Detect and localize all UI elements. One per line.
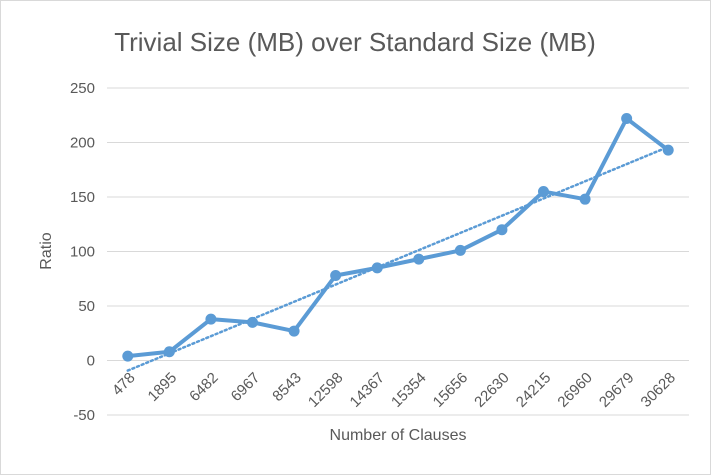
x-tick-label: 478: [109, 369, 139, 399]
trendline: [126, 145, 670, 372]
data-point: [163, 346, 175, 358]
chart-title: Trivial Size (MB) over Standard Size (MB…: [114, 27, 596, 57]
y-tick-label: 150: [70, 189, 95, 206]
y-tick-label: 250: [70, 80, 95, 97]
data-point: [122, 350, 134, 362]
data-point: [330, 269, 342, 281]
x-tick-label: 26960: [554, 369, 596, 411]
x-tick-label: 24215: [513, 369, 555, 411]
data-point: [496, 224, 508, 236]
data-point: [205, 313, 217, 325]
x-axis-ticks: 478 1895 6482 6967 8543 12598 14367 15354 15656 2…: [109, 369, 679, 411]
x-tick-label: 29679: [596, 369, 638, 411]
y-tick-label: 100: [70, 244, 95, 261]
y-axis-ticks: -50 0 50 100 150 200 250: [70, 80, 95, 424]
x-tick-label: 22630: [471, 369, 513, 411]
y-tick-label: 0: [87, 353, 95, 370]
x-tick-label: 1895: [145, 369, 181, 405]
data-point: [454, 244, 466, 256]
x-tick-label: 15656: [430, 369, 472, 411]
x-tick-label: 6967: [228, 369, 264, 405]
grid: [107, 87, 689, 416]
series-layer: [122, 113, 674, 362]
data-point: [288, 325, 300, 337]
x-tick-label: 14367: [347, 369, 389, 411]
y-tick-label: 50: [78, 298, 95, 315]
y-tick-label: 200: [70, 135, 95, 152]
data-point: [538, 186, 549, 198]
y-axis-title: Ratio: [38, 232, 55, 269]
x-tick-label: 15354: [388, 369, 430, 411]
x-axis-title: Number of Clauses: [330, 427, 467, 444]
x-tick-label: 6482: [186, 369, 222, 405]
data-point: [247, 316, 258, 328]
data-point: [579, 193, 591, 205]
data-point: [662, 144, 674, 156]
trendline-layer: [126, 145, 670, 372]
data-point: [371, 262, 383, 274]
data-point: [621, 113, 633, 125]
x-tick-label: 8543: [269, 369, 305, 405]
series-line: [125, 116, 671, 359]
x-tick-label: 30628: [638, 369, 680, 411]
data-point: [413, 253, 425, 265]
x-tick-label: 12598: [305, 369, 347, 411]
y-tick-label: -50: [73, 407, 95, 424]
